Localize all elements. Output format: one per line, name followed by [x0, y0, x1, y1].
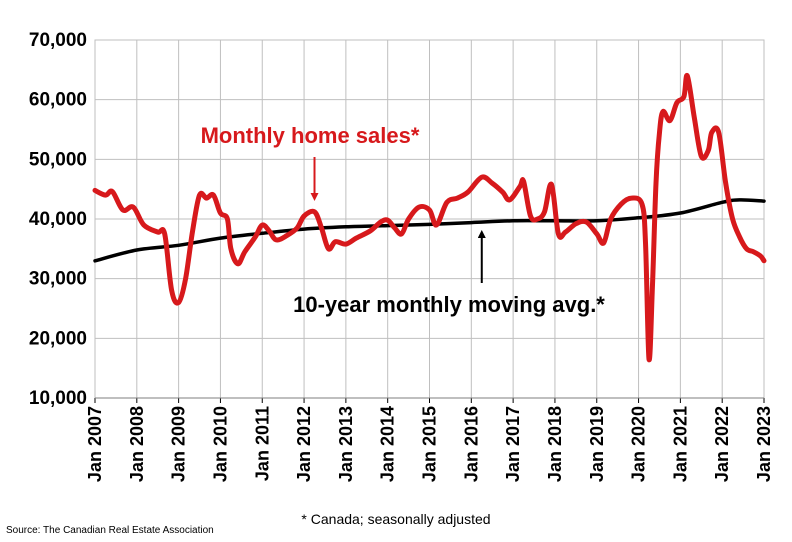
x-tick-label: Jan 2014 — [378, 406, 398, 482]
x-tick-label: Jan 2009 — [169, 406, 189, 482]
x-tick-label: Jan 2011 — [252, 406, 272, 481]
moving-average-series-line — [93, 198, 766, 263]
x-tick-label: Jan 2012 — [294, 406, 314, 482]
x-tick-label: Jan 2016 — [461, 406, 481, 482]
moving-average-annotation: 10-year monthly moving avg.* — [293, 292, 605, 317]
source-note: Source: The Canadian Real Estate Associa… — [6, 525, 214, 536]
x-tick-label: Jan 2018 — [545, 406, 565, 482]
x-tick-label: Jan 2008 — [127, 406, 147, 482]
x-tick-label: Jan 2015 — [420, 406, 440, 482]
x-tick-label: Jan 2017 — [503, 406, 523, 482]
x-tick-label: Jan 2019 — [587, 406, 607, 482]
y-tick-label: 50,000 — [29, 149, 87, 170]
x-tick-label: Jan 2013 — [336, 406, 356, 482]
y-tick-label: 70,000 — [29, 30, 87, 51]
x-tick-label: Jan 2021 — [670, 406, 690, 482]
series-layer — [92, 73, 767, 363]
x-tick-label: Jan 2007 — [85, 406, 105, 482]
annotation-arrows — [310, 157, 486, 283]
x-axis: Jan 2007 Jan 2008 Jan 2009 Jan 2010 Jan 2011… — [85, 397, 774, 482]
x-tick-label: Jan 2022 — [712, 406, 732, 482]
x-tick-label: Jan 2023 — [754, 406, 774, 482]
sales-annotation: Monthly home sales* — [201, 123, 420, 148]
y-tick-label: 20,000 — [29, 328, 87, 349]
footnote: * Canada; seasonally adjusted — [301, 511, 491, 527]
y-tick-label: 40,000 — [29, 209, 87, 230]
y-tick-label: 60,000 — [29, 90, 87, 111]
y-tick-label: 30,000 — [29, 269, 87, 290]
sales-series-line — [92, 73, 767, 363]
x-tick-label: Jan 2020 — [629, 406, 649, 482]
x-tick-label: Jan 2010 — [210, 406, 230, 482]
y-axis: 10,000 20,000 30,000 40,000 50,000 60,000 70,0… — [29, 30, 87, 409]
y-tick-label: 10,000 — [29, 388, 87, 409]
